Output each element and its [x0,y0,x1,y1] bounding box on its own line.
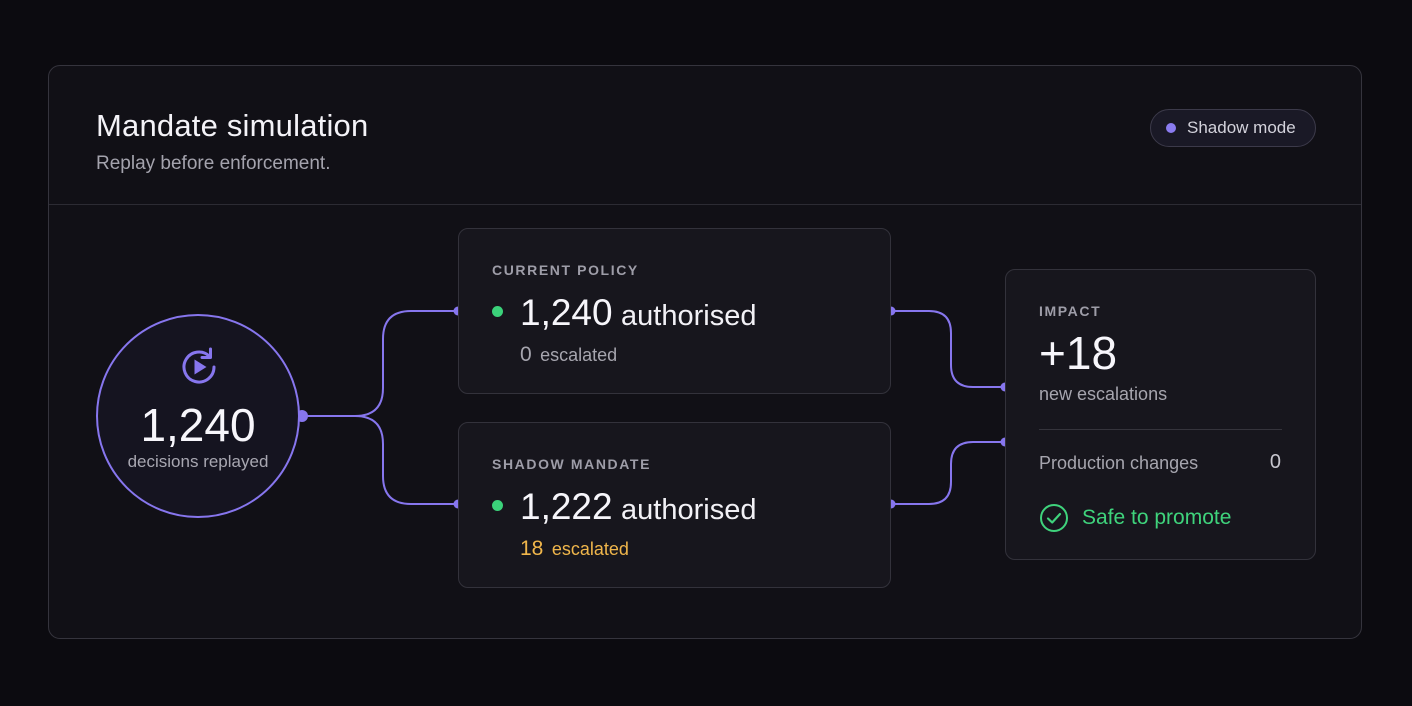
card-kicker: CURRENT POLICY [492,262,639,278]
escalated-line: 18 escalated [520,537,629,561]
safe-to-promote-status: Safe to promote [1039,503,1231,533]
escalated-label: escalated [551,539,629,559]
simulation-panel: Mandate simulation Replay before enforce… [48,65,1362,639]
replay-play-icon [182,347,216,384]
connector-to-shadow [302,415,458,505]
impact-value: +18 [1039,327,1118,379]
shadow-mode-badge[interactable]: Shadow mode [1150,109,1316,147]
authorised-label: authorised [621,300,757,332]
current-policy-card[interactable]: CURRENT POLICY 1,240 authorised 0 escala… [458,228,891,394]
check-circle-icon [1040,504,1068,532]
authorised-label: authorised [621,494,757,526]
page-subtitle: Replay before enforcement. [96,153,331,174]
divider [1039,429,1282,430]
safe-to-promote-label: Safe to promote [1082,506,1232,529]
badge-label: Shadow mode [1187,118,1296,137]
card-kicker: IMPACT [1039,303,1102,319]
impact-card[interactable]: IMPACT +18 new escalations Production ch… [1005,269,1316,560]
connector-current-to-impact [891,310,1005,388]
escalated-count: 18 [520,537,544,560]
escalated-count: 0 [520,343,532,366]
production-changes-label: Production changes [1039,453,1199,473]
connector-shadow-to-impact [891,441,1005,505]
authorised-count: 1,240 [520,292,613,333]
status-dot-icon [492,500,503,511]
escalated-label: escalated [540,345,618,365]
decisions-count: 1,240 [140,399,256,451]
status-dot-icon [1166,123,1176,133]
authorised-line: 1,240 authorised [520,292,756,334]
decisions-label: decisions replayed [127,452,269,471]
authorised-count: 1,222 [520,486,613,527]
connector-to-current [302,310,458,417]
authorised-line: 1,222 authorised [520,486,756,528]
escalated-line: 0 escalated [520,343,617,367]
panel-header: Mandate simulation Replay before enforce… [49,66,1361,205]
impact-label: new escalations [1039,384,1168,404]
page-title: Mandate simulation [96,108,369,143]
shadow-mandate-card[interactable]: SHADOW MANDATE 1,222 authorised 18 escal… [458,422,891,588]
status-dot-icon [492,306,503,317]
decisions-replayed-node: 1,240 decisions replayed [96,314,300,518]
card-kicker: SHADOW MANDATE [492,456,652,472]
production-changes-value: 0 [1269,451,1281,473]
